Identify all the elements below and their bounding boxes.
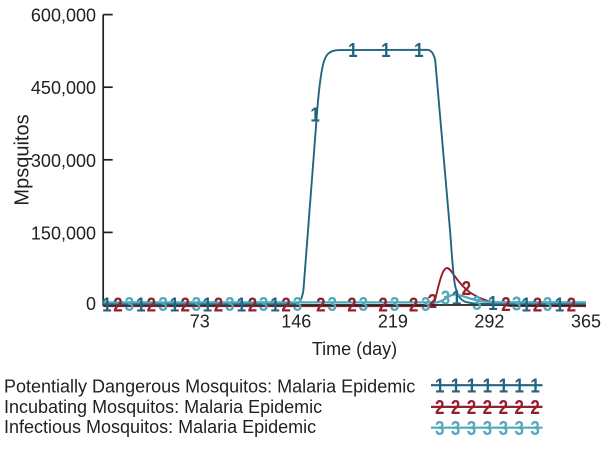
- svg-text:2: 2: [316, 293, 325, 316]
- svg-text:1: 1: [237, 293, 246, 316]
- svg-text:3: 3: [483, 417, 492, 440]
- svg-text:2: 2: [451, 396, 460, 419]
- svg-text:1: 1: [102, 293, 111, 316]
- svg-text:1: 1: [381, 39, 390, 62]
- svg-text:3: 3: [499, 417, 508, 440]
- svg-text:Mpsquitos: Mpsquitos: [12, 114, 34, 205]
- svg-text:450,000: 450,000: [31, 78, 96, 98]
- svg-text:3: 3: [293, 293, 302, 316]
- svg-text:146: 146: [281, 312, 311, 332]
- svg-text:3: 3: [514, 417, 523, 440]
- svg-text:3: 3: [359, 293, 368, 316]
- svg-text:1: 1: [467, 374, 476, 397]
- svg-text:3: 3: [530, 417, 539, 440]
- svg-text:3: 3: [259, 293, 268, 316]
- svg-text:1: 1: [488, 292, 497, 315]
- svg-text:365: 365: [571, 312, 601, 332]
- svg-text:150,000: 150,000: [31, 223, 96, 243]
- svg-text:2: 2: [514, 396, 523, 419]
- svg-text:1: 1: [555, 293, 564, 316]
- svg-text:3: 3: [451, 417, 460, 440]
- svg-text:1: 1: [348, 39, 357, 62]
- svg-text:2: 2: [533, 293, 542, 316]
- svg-text:1: 1: [483, 374, 492, 397]
- svg-text:1: 1: [435, 374, 444, 397]
- svg-text:3: 3: [390, 293, 399, 316]
- svg-text:2: 2: [530, 396, 539, 419]
- svg-text:219: 219: [378, 312, 408, 332]
- svg-text:2: 2: [147, 293, 156, 316]
- svg-text:2: 2: [501, 293, 510, 316]
- svg-text:3: 3: [441, 286, 450, 309]
- svg-text:73: 73: [190, 312, 210, 332]
- svg-text:2: 2: [281, 293, 290, 316]
- svg-text:2: 2: [567, 293, 576, 316]
- svg-text:0: 0: [86, 294, 96, 314]
- svg-text:2: 2: [483, 396, 492, 419]
- svg-text:1: 1: [530, 374, 539, 397]
- svg-text:2: 2: [435, 396, 444, 419]
- svg-text:2: 2: [428, 290, 437, 313]
- svg-text:Incubating Mosquitos: Malaria: Incubating Mosquitos: Malaria Epidemic: [4, 397, 322, 417]
- svg-text:3: 3: [225, 293, 234, 316]
- svg-text:3: 3: [543, 293, 552, 316]
- svg-text:Potentially Dangerous Mosquito: Potentially Dangerous Mosquitos: Malaria…: [4, 377, 415, 397]
- svg-text:2: 2: [347, 293, 356, 316]
- svg-text:2: 2: [378, 293, 387, 316]
- svg-text:3: 3: [192, 293, 201, 316]
- svg-text:2: 2: [409, 293, 418, 316]
- svg-text:1: 1: [451, 374, 460, 397]
- svg-text:1: 1: [521, 293, 530, 316]
- svg-text:3: 3: [125, 293, 134, 316]
- svg-text:3: 3: [421, 293, 430, 316]
- svg-text:1: 1: [414, 39, 423, 62]
- svg-text:292: 292: [474, 312, 504, 332]
- svg-text:Time (day): Time (day): [312, 339, 397, 359]
- svg-text:1: 1: [310, 103, 319, 126]
- svg-text:2: 2: [113, 293, 122, 316]
- svg-text:300,000: 300,000: [31, 151, 96, 171]
- svg-text:1: 1: [499, 374, 508, 397]
- svg-text:1: 1: [136, 293, 145, 316]
- svg-text:3: 3: [467, 417, 476, 440]
- svg-text:600,000: 600,000: [31, 6, 96, 26]
- svg-text:3: 3: [435, 417, 444, 440]
- svg-text:2: 2: [214, 293, 223, 316]
- svg-text:3: 3: [158, 293, 167, 316]
- svg-text:1: 1: [270, 293, 279, 316]
- svg-text:3: 3: [472, 292, 481, 315]
- svg-text:1: 1: [452, 286, 461, 309]
- svg-text:Infectious Mosquitos: Malaria: Infectious Mosquitos: Malaria Epidemic: [4, 417, 316, 437]
- svg-text:1: 1: [203, 293, 212, 316]
- svg-text:3: 3: [512, 292, 521, 315]
- svg-text:3: 3: [327, 293, 336, 316]
- svg-text:2: 2: [248, 293, 257, 316]
- svg-text:1: 1: [514, 374, 523, 397]
- svg-text:1: 1: [170, 293, 179, 316]
- svg-text:2: 2: [462, 276, 471, 299]
- svg-text:2: 2: [499, 396, 508, 419]
- svg-text:2: 2: [180, 293, 189, 316]
- svg-text:2: 2: [467, 396, 476, 419]
